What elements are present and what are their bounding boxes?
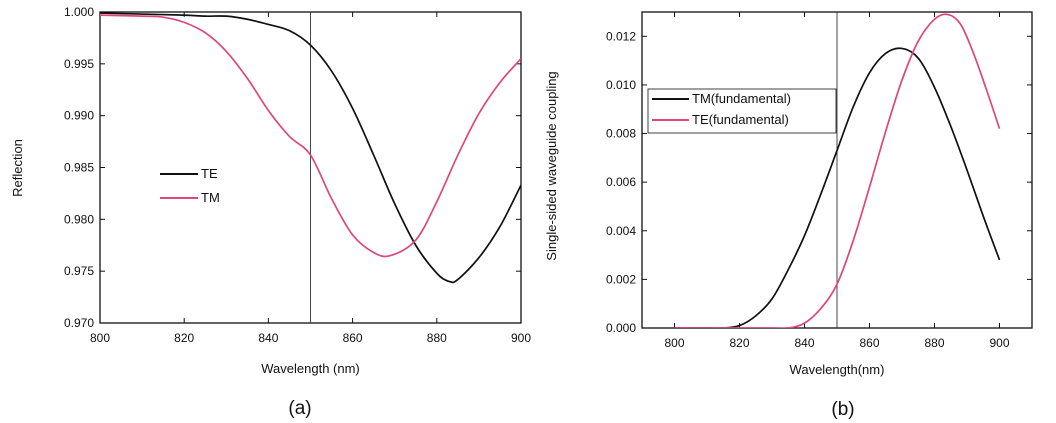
y-tick-label: 0.000 (606, 321, 636, 335)
legend-entry: TM(fundamental) (692, 91, 791, 106)
panel-label: (a) (288, 398, 311, 419)
y-tick-label: 0.970 (64, 316, 94, 330)
y-axis-label: Single-sided waveguide coupling (544, 71, 559, 260)
series-line-tm (100, 14, 521, 258)
series-line-te (100, 12, 521, 284)
x-tick-label: 840 (258, 331, 278, 345)
y-tick-label: 0.002 (606, 272, 636, 286)
legend-entry: TE(fundamental) (692, 112, 789, 127)
series-line-te-fundamental (674, 13, 1001, 328)
y-tick-label: 0.995 (64, 57, 94, 71)
y-tick-label: 0.006 (606, 175, 636, 189)
y-tick-label: 0.980 (64, 212, 94, 226)
legend: TE TM (160, 166, 220, 205)
x-tick-label: 800 (664, 336, 684, 350)
chart-panel-a: 800 820 840 860 880 900 0.970 0.975 0.980 0.985 0.… (10, 5, 531, 419)
y-tick-label: 0.975 (64, 264, 94, 278)
legend: TM(fundamental) TE(fundamental) (647, 88, 837, 134)
x-tick-label: 820 (729, 336, 749, 350)
x-tick-label: 900 (989, 336, 1009, 350)
chart-panel-b: 800 820 840 860 880 900 0.000 0.002 0.004 0.006 0.… (544, 11, 1033, 420)
y-tick-label: 0.004 (606, 224, 636, 238)
x-tick-label: 900 (511, 331, 531, 345)
x-tick-label: 840 (794, 336, 814, 350)
x-axis-label: Wavelength (nm) (261, 361, 360, 376)
legend-box (647, 88, 837, 134)
x-tick-label: 880 (427, 331, 447, 345)
y-tick-label: 0.010 (606, 78, 636, 92)
y-tick-label: 1.000 (64, 5, 94, 19)
x-tick-label: 800 (90, 331, 110, 345)
y-tick-label: 0.990 (64, 109, 94, 123)
x-tick-label: 820 (174, 331, 194, 345)
x-axis-label: Wavelength(nm) (790, 362, 885, 377)
x-tick-label: 860 (859, 336, 879, 350)
y-tick-label: 0.008 (606, 127, 636, 141)
y-tick-label: 0.012 (606, 29, 636, 43)
panel-label: (b) (831, 399, 854, 420)
x-tick-label: 880 (924, 336, 944, 350)
y-tick-label: 0.985 (64, 161, 94, 175)
series-line-tm-fundamental (674, 47, 1001, 328)
legend-entry: TE (201, 166, 218, 181)
y-axis-label: Reflection (10, 139, 25, 197)
x-tick-label: 860 (343, 331, 363, 345)
legend-entry: TM (201, 190, 220, 205)
